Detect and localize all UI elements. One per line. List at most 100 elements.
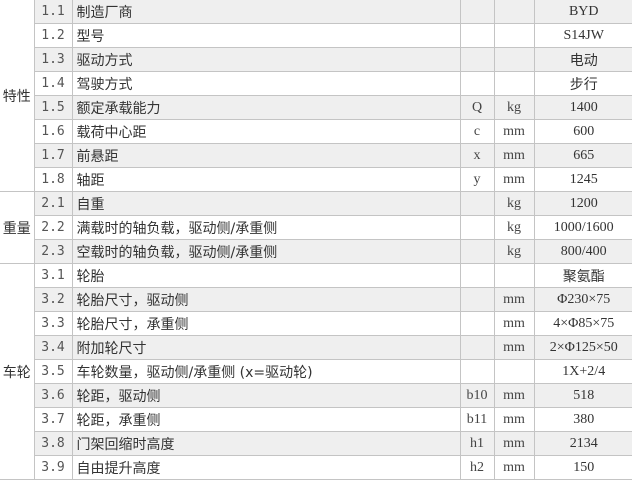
table-row: 3.9 自由提升高度 h2 mm 150: [0, 455, 632, 480]
item-name: 型号: [71, 23, 461, 48]
item-number: 3.4: [33, 335, 73, 360]
item-number: 1.5: [33, 95, 73, 120]
item-number: 1.8: [33, 167, 73, 192]
item-unit: mm: [493, 455, 535, 480]
item-value: 1000/1600: [533, 215, 632, 240]
table-row: 重量 2.1 自重 kg 1200: [0, 191, 632, 264]
item-symbol: b10: [459, 383, 495, 408]
item-number: 3.3: [33, 311, 73, 336]
table-row: 3.2 轮胎尺寸，驱动侧 mm Φ230×75: [0, 287, 632, 312]
item-number: 3.7: [33, 407, 73, 432]
item-symbol: [459, 0, 495, 24]
item-unit: mm: [493, 167, 535, 192]
item-symbol: [459, 23, 495, 48]
item-number: 1.4: [33, 71, 73, 96]
item-number: 3.2: [33, 287, 73, 312]
category-cell: 重量: [0, 191, 35, 264]
category-cell: 特性: [0, 0, 35, 192]
item-value: 518: [533, 383, 632, 408]
table-row: 3.6 轮距，驱动侧 b10 mm 518: [0, 383, 632, 408]
item-symbol: [459, 287, 495, 312]
item-unit: [493, 71, 535, 96]
item-name: 轮距，驱动侧: [71, 383, 461, 408]
item-name: 车轮数量，驱动侧/承重侧 (x=驱动轮): [71, 359, 461, 384]
item-unit: mm: [493, 407, 535, 432]
table-row: 1.3 驱动方式 电动: [0, 47, 632, 72]
item-symbol: [459, 239, 495, 264]
item-unit: [493, 0, 535, 24]
item-unit: [493, 47, 535, 72]
item-unit: kg: [493, 239, 535, 264]
item-unit: mm: [493, 335, 535, 360]
table-row: 1.8 轴距 y mm 1245: [0, 167, 632, 192]
item-name: 前悬距: [71, 143, 461, 168]
item-value: 电动: [533, 47, 632, 72]
item-unit: kg: [493, 215, 535, 240]
item-number: 1.3: [33, 47, 73, 72]
item-number: 3.5: [33, 359, 73, 384]
item-symbol: x: [459, 143, 495, 168]
item-value: Φ230×75: [533, 287, 632, 312]
item-unit: mm: [493, 143, 535, 168]
item-symbol: [459, 263, 495, 288]
item-symbol: h1: [459, 431, 495, 456]
item-value: S14JW: [533, 23, 632, 48]
item-value: 150: [533, 455, 632, 480]
table-row: 1.7 前悬距 x mm 665: [0, 143, 632, 168]
table-row: 特性 1.1 制造厂商 BYD: [0, 0, 632, 192]
item-unit: [493, 23, 535, 48]
item-number: 2.2: [33, 215, 73, 240]
item-value: 1400: [533, 95, 632, 120]
item-number: 1.7: [33, 143, 73, 168]
item-unit: mm: [493, 311, 535, 336]
item-number: 3.6: [33, 383, 73, 408]
item-unit: kg: [493, 191, 535, 216]
item-name: 轮胎尺寸，驱动侧: [71, 287, 461, 312]
item-name: 轮胎: [71, 263, 461, 288]
item-value: 2×Φ125×50: [533, 335, 632, 360]
table-row: 2.2 满载时的轴负载，驱动侧/承重侧 kg 1000/1600: [0, 215, 632, 240]
table-row: 1.6 载荷中心距 c mm 600: [0, 119, 632, 144]
item-unit: [493, 359, 535, 384]
item-symbol: [459, 215, 495, 240]
category-cell: 车轮: [0, 263, 35, 480]
item-symbol: c: [459, 119, 495, 144]
item-symbol: h2: [459, 455, 495, 480]
item-symbol: y: [459, 167, 495, 192]
item-symbol: [459, 71, 495, 96]
item-name: 满载时的轴负载，驱动侧/承重侧: [71, 215, 461, 240]
item-symbol: [459, 335, 495, 360]
item-value: 800/400: [533, 239, 632, 264]
item-unit: mm: [493, 431, 535, 456]
item-unit: [493, 263, 535, 288]
item-value: 665: [533, 143, 632, 168]
item-symbol: b11: [459, 407, 495, 432]
item-value: 600: [533, 119, 632, 144]
item-number: 2.1: [33, 191, 73, 216]
item-value: 4×Φ85×75: [533, 311, 632, 336]
item-unit: mm: [493, 383, 535, 408]
item-value: 1X+2/4: [533, 359, 632, 384]
item-symbol: [459, 359, 495, 384]
item-number: 3.9: [33, 455, 73, 480]
item-number: 2.3: [33, 239, 73, 264]
item-value: 1245: [533, 167, 632, 192]
item-symbol: Q: [459, 95, 495, 120]
item-number: 1.1: [33, 0, 73, 24]
table-row: 3.7 轮距，承重侧 b11 mm 380: [0, 407, 632, 432]
item-name: 自由提升高度: [71, 455, 461, 480]
item-unit: kg: [493, 95, 535, 120]
item-name: 驾驶方式: [71, 71, 461, 96]
table-row: 2.3 空载时的轴负载，驱动侧/承重侧 kg 800/400: [0, 239, 632, 264]
item-name: 驱动方式: [71, 47, 461, 72]
table-row: 车轮 3.1 轮胎 聚氨酯: [0, 263, 632, 480]
item-name: 载荷中心距: [71, 119, 461, 144]
item-name: 自重: [71, 191, 461, 216]
item-value: 聚氨酯: [533, 263, 632, 288]
item-name: 空载时的轴负载，驱动侧/承重侧: [71, 239, 461, 264]
table-row: 3.8 门架回缩时高度 h1 mm 2134: [0, 431, 632, 456]
table-row: 1.2 型号 S14JW: [0, 23, 632, 48]
item-number: 1.6: [33, 119, 73, 144]
